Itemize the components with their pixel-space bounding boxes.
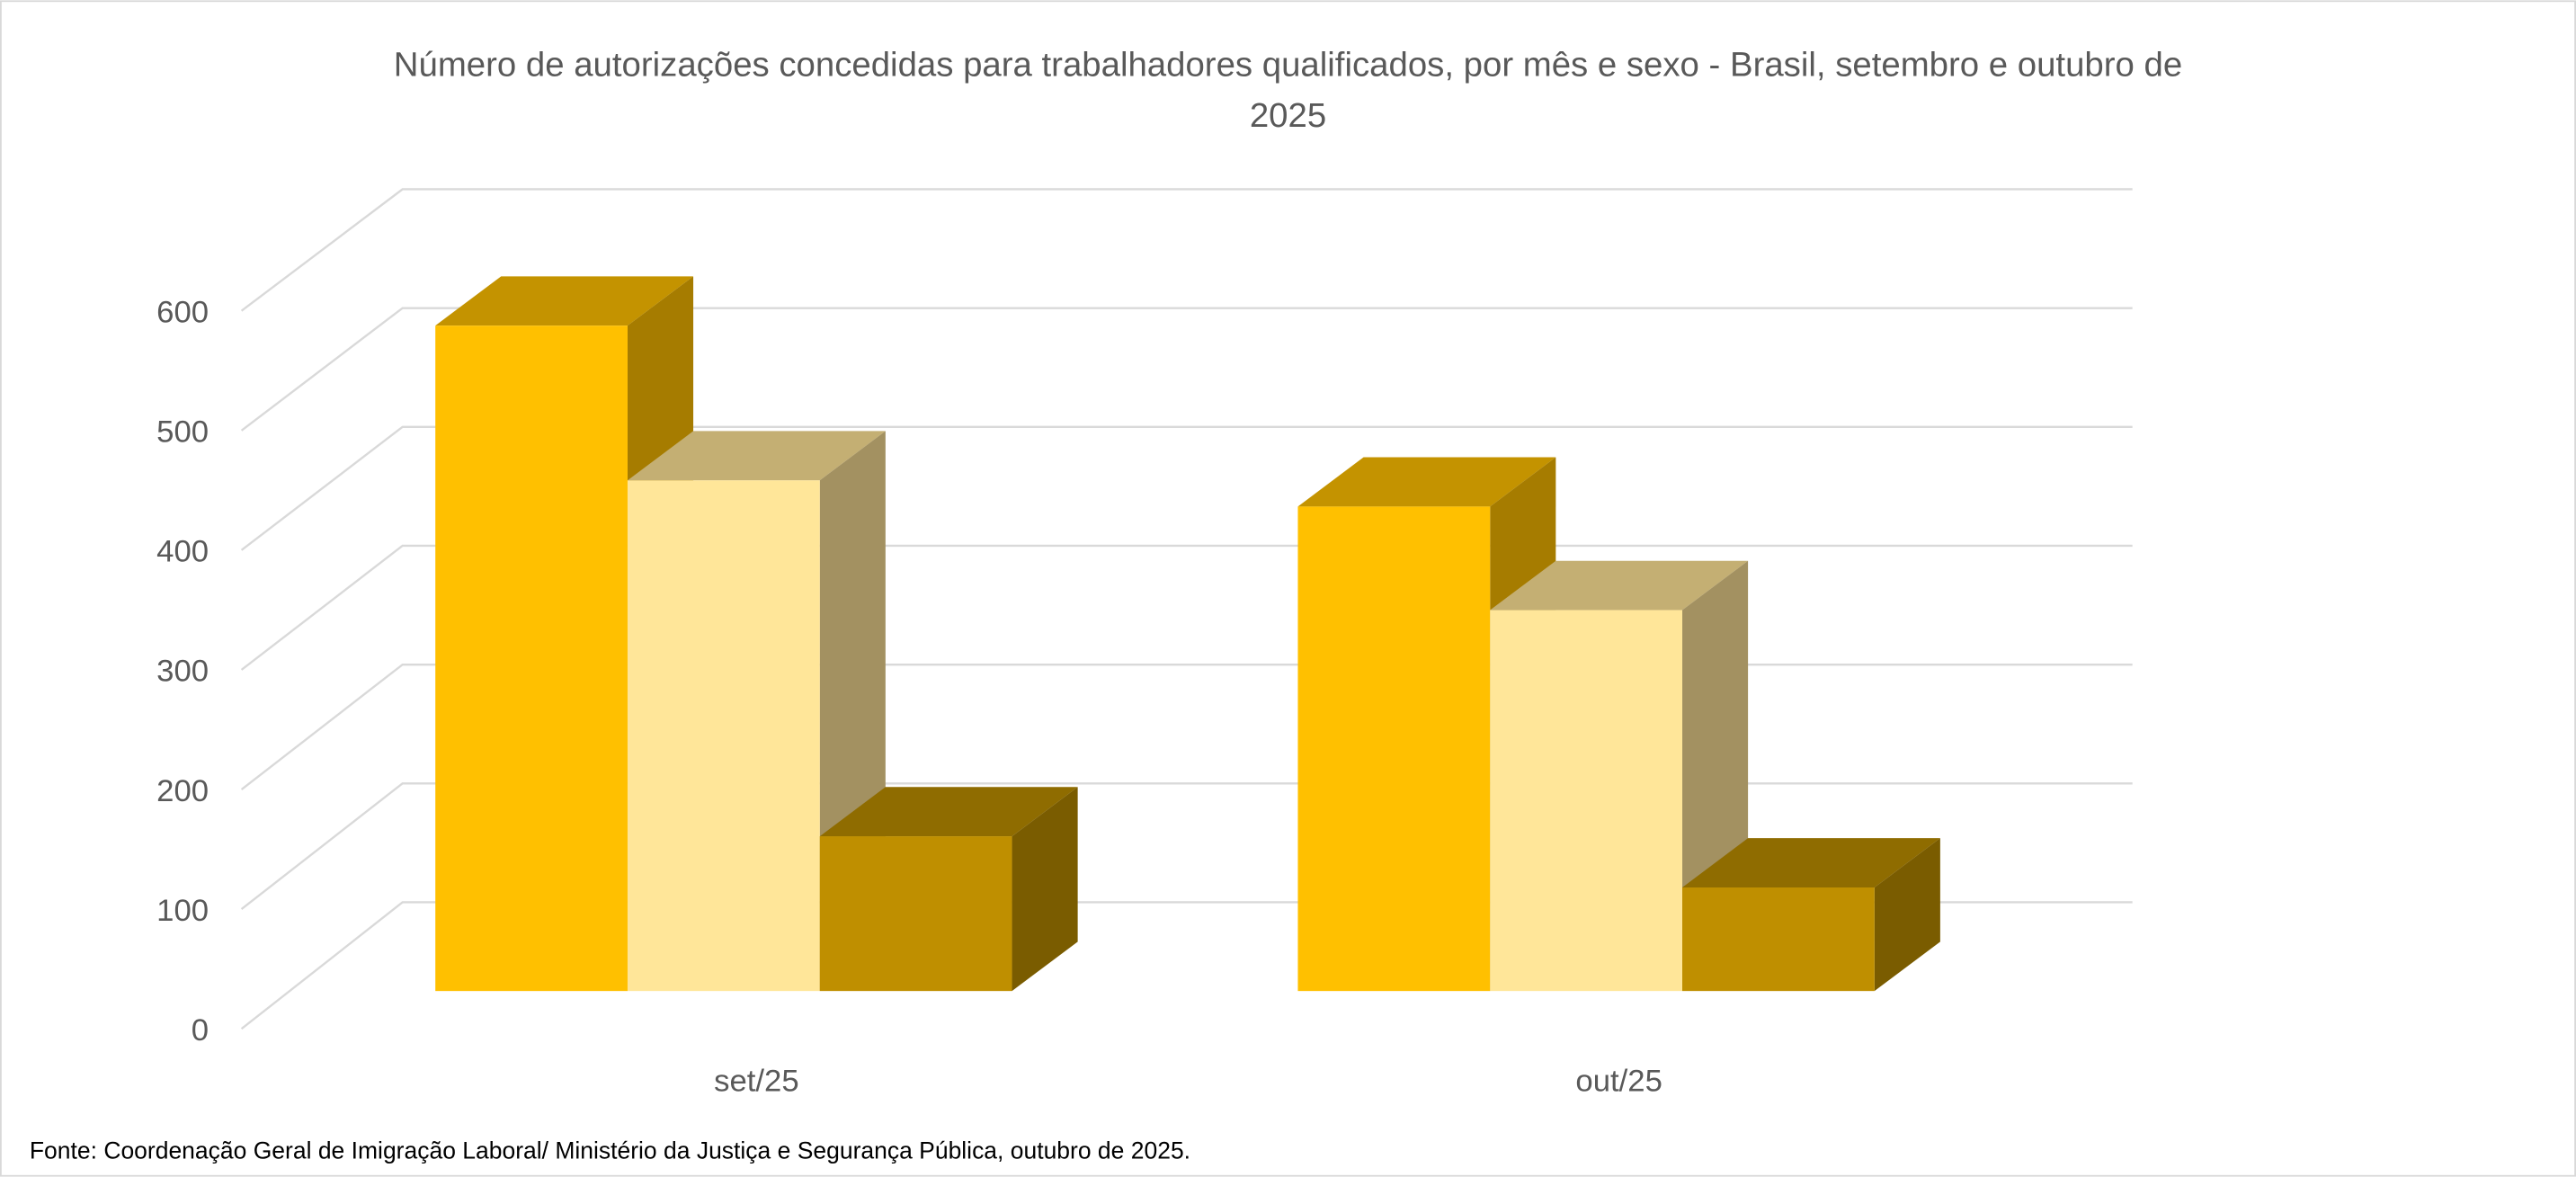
bar-top [1297,457,1556,507]
bar-front [1297,506,1491,992]
y-tick-label: 500 [156,415,209,450]
gridline [240,425,2133,551]
bar-homens-0 [627,431,886,992]
gridlines [240,188,2133,1030]
x-tick-label: out/25 [1575,1065,1662,1099]
bar-mulheres-0 [819,787,1078,992]
y-tick-label: 300 [156,655,209,689]
y-tick-label: 600 [156,295,209,329]
bar-mulheres-1 [1682,838,1940,992]
bar-front [627,480,820,992]
bar-front [435,325,628,992]
bar-top [1682,838,1940,887]
y-axis: 0 100 200 300 400 500 600 [156,295,209,1047]
bars [435,276,1940,992]
y-tick-label: 0 [192,1013,209,1048]
y-tick-label: 200 [156,774,209,808]
chart-title-line-1: Número de autorizações concedidas para t… [394,45,2182,84]
bar-top [435,276,694,326]
y-tick-label: 100 [156,894,209,928]
x-axis: set/25 out/25 [714,1065,1662,1099]
bar-top [627,431,886,481]
chart-title-line-2: 2025 [1250,96,1326,135]
bar-top [819,787,1078,837]
bar-side [1012,787,1078,992]
bar-top [1490,560,1749,611]
gridline [240,307,2133,432]
gridline [240,188,2133,312]
source-note: Fonte: Coordenação Geral de Imigração La… [30,1137,1190,1164]
x-tick-label: set/25 [714,1065,799,1099]
bar-front [1490,610,1683,992]
y-tick-label: 400 [156,535,209,569]
bar-front [819,836,1012,992]
bar-side [1874,838,1940,992]
bar-front [1682,887,1875,992]
bar-homens-1 [1490,560,1749,992]
